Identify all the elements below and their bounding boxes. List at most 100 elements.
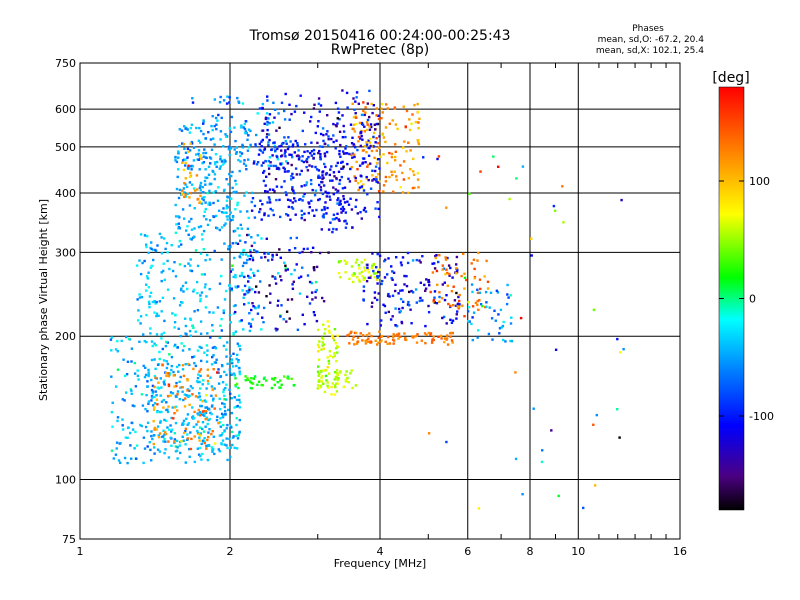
data-point — [322, 184, 326, 187]
data-point — [283, 180, 286, 183]
data-point — [216, 415, 219, 418]
data-point — [222, 207, 225, 210]
data-point — [278, 145, 281, 148]
data-point — [351, 136, 354, 139]
data-point — [204, 151, 208, 155]
data-point — [379, 324, 382, 327]
data-point — [207, 382, 210, 385]
data-point — [168, 267, 171, 271]
data-point — [197, 413, 200, 416]
data-point — [315, 319, 319, 323]
data-point — [199, 432, 202, 435]
data-point — [238, 151, 242, 154]
data-point — [236, 203, 239, 207]
data-point — [445, 322, 448, 325]
data-point — [166, 259, 169, 263]
data-point — [278, 198, 281, 202]
data-point — [186, 287, 189, 291]
data-point — [109, 338, 113, 341]
data-point — [152, 420, 155, 423]
data-point — [515, 177, 518, 180]
data-point — [410, 322, 413, 325]
data-point — [191, 356, 194, 359]
data-point — [499, 308, 503, 312]
data-point — [153, 311, 156, 314]
data-point — [133, 447, 136, 450]
data-point — [370, 266, 374, 270]
data-point — [193, 227, 196, 230]
data-point — [174, 155, 177, 159]
data-point — [260, 218, 263, 221]
data-point — [141, 404, 145, 407]
data-point — [213, 177, 216, 181]
data-point — [219, 324, 222, 327]
data-point — [196, 376, 200, 380]
data-point — [199, 154, 202, 157]
data-point — [618, 436, 621, 439]
data-point — [317, 379, 321, 382]
data-point — [333, 175, 336, 178]
data-point — [189, 171, 192, 175]
data-point — [139, 233, 143, 236]
data-point — [338, 118, 341, 121]
y-tick-label: 200 — [55, 330, 76, 343]
data-point — [190, 228, 194, 231]
data-point — [224, 160, 227, 163]
data-point — [378, 167, 381, 170]
data-point — [143, 259, 146, 263]
data-point — [199, 200, 202, 203]
data-point — [427, 304, 430, 308]
data-point — [391, 294, 395, 297]
data-point — [498, 332, 501, 335]
data-point — [174, 275, 178, 278]
data-point — [373, 291, 377, 294]
data-point — [354, 176, 357, 180]
data-point — [323, 390, 327, 394]
data-point — [376, 158, 380, 161]
data-point — [416, 178, 420, 181]
data-point — [246, 233, 249, 237]
data-point — [450, 321, 454, 324]
data-point — [121, 398, 124, 401]
data-point — [154, 248, 157, 252]
data-point — [327, 325, 330, 328]
data-point — [273, 116, 276, 119]
data-point — [266, 120, 269, 124]
data-point — [267, 141, 270, 144]
data-point — [233, 229, 237, 233]
data-point — [191, 324, 194, 328]
data-point — [456, 303, 460, 306]
data-point — [200, 273, 204, 276]
data-point — [297, 149, 300, 152]
data-point — [310, 154, 313, 157]
data-point — [272, 101, 275, 104]
data-point — [174, 203, 177, 207]
data-point — [462, 252, 465, 256]
data-point — [209, 203, 212, 206]
data-point — [182, 439, 185, 442]
data-point — [178, 263, 182, 266]
data-point — [170, 355, 174, 359]
data-point — [438, 291, 441, 294]
data-point — [158, 432, 162, 435]
data-point — [457, 307, 460, 310]
data-point — [274, 282, 278, 285]
data-point — [308, 302, 312, 305]
plot-frame — [79, 62, 681, 540]
data-point — [427, 331, 430, 335]
data-point — [288, 118, 291, 121]
data-point — [417, 140, 420, 144]
data-point — [320, 228, 323, 231]
data-point — [374, 141, 377, 144]
data-point — [218, 421, 222, 424]
data-point — [383, 304, 387, 308]
data-point — [379, 155, 382, 158]
data-point — [410, 122, 413, 125]
data-point — [148, 295, 152, 298]
data-point — [203, 441, 206, 445]
data-point — [285, 213, 288, 216]
data-point — [163, 452, 166, 455]
data-point — [211, 329, 214, 332]
data-point — [181, 349, 185, 352]
data-point — [146, 234, 149, 238]
